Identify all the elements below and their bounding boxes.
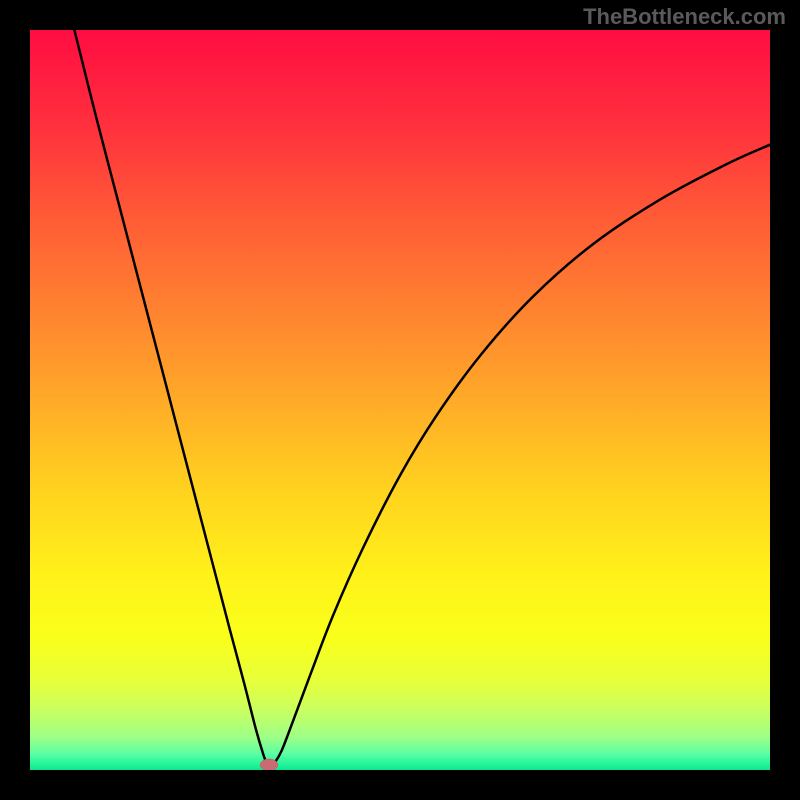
gradient-background (30, 30, 770, 770)
watermark-text: TheBottleneck.com (583, 4, 786, 30)
chart-svg (30, 30, 770, 770)
min-marker (260, 759, 278, 770)
chart-plot-area (30, 30, 770, 770)
